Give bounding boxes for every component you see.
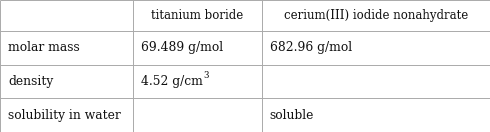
Text: 682.96 g/mol: 682.96 g/mol (270, 41, 352, 54)
Text: 4.52 g/cm: 4.52 g/cm (141, 75, 203, 88)
Text: density: density (8, 75, 53, 88)
Text: solubility in water: solubility in water (8, 109, 121, 122)
Text: cerium(III) iodide nonahydrate: cerium(III) iodide nonahydrate (284, 9, 468, 22)
Text: 69.489 g/mol: 69.489 g/mol (141, 41, 223, 54)
Text: titanium boride: titanium boride (151, 9, 244, 22)
Text: soluble: soluble (270, 109, 314, 122)
Text: 3: 3 (203, 71, 209, 80)
Text: molar mass: molar mass (8, 41, 80, 54)
